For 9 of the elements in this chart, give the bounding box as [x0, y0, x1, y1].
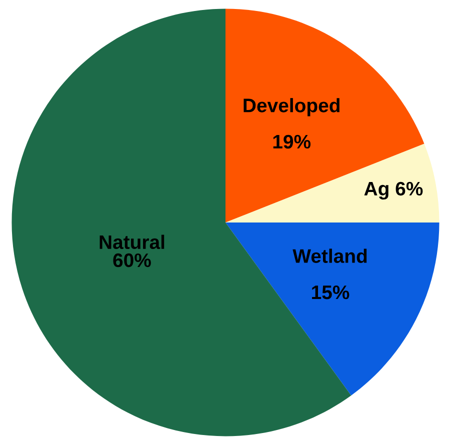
data-label: 19%	[273, 134, 311, 149]
slice-label: Developed	[244, 98, 340, 116]
data-label: 15%	[312, 286, 350, 300]
slice-label: Wetland	[292, 248, 367, 263]
pie-slice	[226, 8, 424, 222]
slice-label: Ag 6%	[364, 182, 423, 200]
pie-slice	[226, 222, 440, 396]
data-label: 60%	[113, 253, 151, 268]
slice-label: Natural	[100, 234, 164, 250]
